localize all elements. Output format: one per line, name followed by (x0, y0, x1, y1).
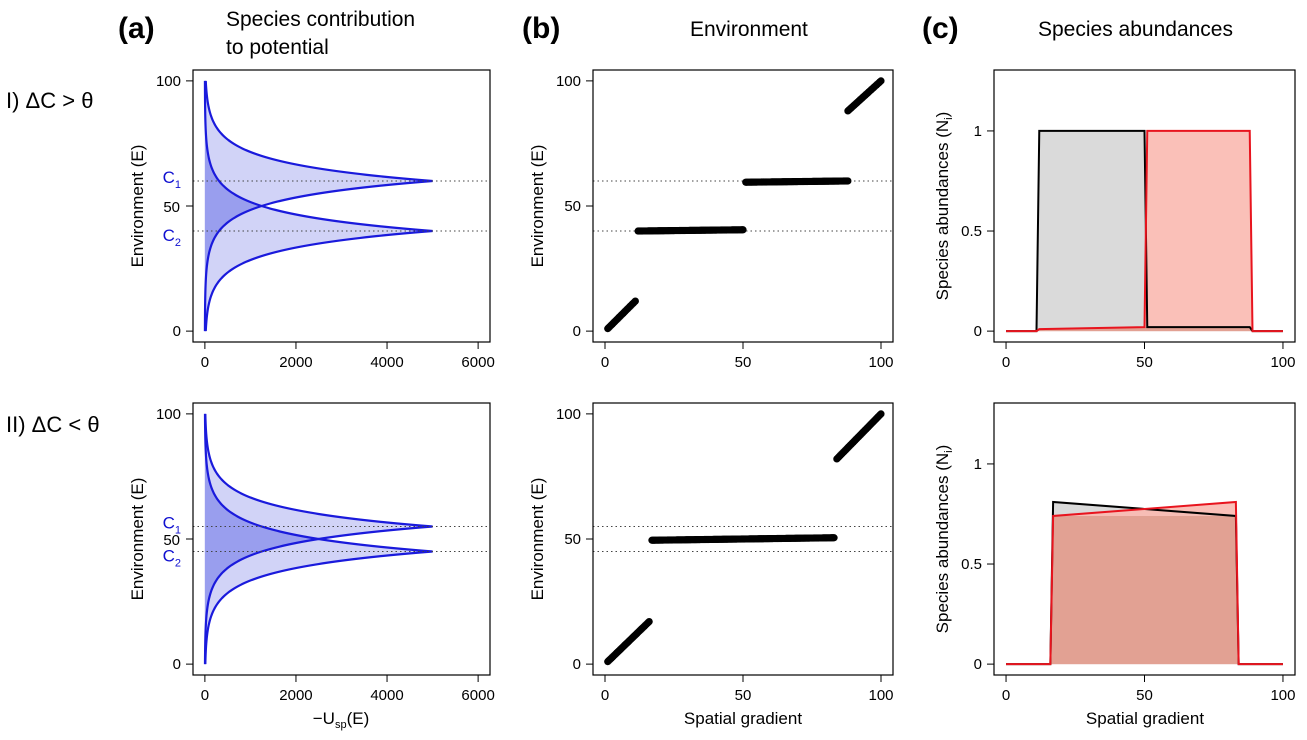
y-tick-label: 100 (556, 406, 581, 423)
abundance-fill-species-1 (1006, 130, 1283, 332)
potential-overlap (204, 80, 262, 332)
y-axis-label-sub: i (943, 450, 955, 452)
x-tick-label: 2000 (279, 354, 312, 371)
label-C2: C2 (163, 547, 181, 570)
y-axis-label-end: ) (933, 445, 952, 451)
y-tick-label: 0.5 (961, 223, 982, 240)
y-tick-label: 1 (974, 123, 982, 140)
y-axis-label: Environment (E) (528, 478, 547, 601)
label-C1-main: C (163, 513, 175, 532)
header-c: Species abundances (1038, 18, 1233, 41)
y-tick-label: 50 (564, 531, 581, 548)
y-tick-label: 0 (173, 656, 181, 673)
x-tick-label: 0 (601, 687, 609, 704)
x-tick-label: 2000 (279, 687, 312, 704)
label-C2: C2 (163, 226, 181, 249)
label-C1-sub: 1 (175, 179, 181, 191)
y-axis-label-main: Species abundances (N (933, 120, 952, 301)
x-tick-label: 50 (735, 354, 752, 371)
y-tick-label-50: 50 (163, 199, 180, 216)
x-axis-label-c: Spatial gradient (1086, 709, 1204, 728)
label-C1: C1 (163, 513, 181, 536)
data-point (877, 77, 885, 85)
x-tick-label: 50 (1136, 354, 1153, 371)
x-tick-label: 100 (1270, 687, 1295, 704)
x-tick-label: 0 (201, 687, 209, 704)
x-tick-label: 100 (868, 354, 893, 371)
data-point (739, 226, 747, 234)
abundance-line-species-2 (1006, 129, 1283, 333)
label-C2-main: C (163, 226, 175, 245)
y-tick-label: 0.5 (961, 556, 982, 573)
label-C1-main: C (163, 168, 175, 187)
data-point (844, 177, 852, 185)
y-axis-label: Environment (E) (128, 478, 147, 601)
y-tick-label-50: 50 (163, 532, 180, 549)
label-C2-main: C (163, 547, 175, 566)
y-tick-label: 100 (156, 73, 181, 90)
y-tick-label: 0 (573, 656, 581, 673)
label-C1: C1 (163, 168, 181, 191)
x-tick-label: 6000 (461, 354, 494, 371)
y-tick-label: 0 (974, 656, 982, 673)
y-tick-label: 0 (173, 323, 181, 340)
y-axis-label: Environment (E) (528, 145, 547, 268)
y-tick-label: 100 (156, 406, 181, 423)
panel-Ic-abundances: 0 50 100 0 0.5 1 Species abundances (Ni) (933, 69, 1296, 371)
x-tick-label: 0 (201, 354, 209, 371)
y-axis-label-end: ) (933, 112, 952, 118)
x-tick-label: 50 (735, 687, 752, 704)
x-axis-label-a: −Usp(E) (313, 709, 370, 731)
data-point (877, 410, 885, 418)
data-point (830, 534, 838, 542)
potential-line-C2 (203, 80, 433, 332)
row-label-2: II) ΔC < θ (6, 412, 100, 437)
panel-IIb-environment: 0 50 100 0 50 100 Environment (E) (528, 402, 894, 704)
x-tick-label: 0 (1002, 354, 1010, 371)
label-C2-sub: 2 (175, 237, 181, 249)
y-axis-label: Species abundances (Ni) (933, 445, 955, 634)
potential-overlap (204, 413, 319, 665)
data-point (631, 297, 639, 305)
abundance-overlap (1006, 327, 1283, 332)
header-a-line2: to potential (226, 36, 329, 59)
abundance-line-species-2 (1006, 500, 1283, 666)
y-tick-label: 1 (974, 456, 982, 473)
x-tick-label: 100 (868, 687, 893, 704)
x-tick-label: 100 (1270, 354, 1295, 371)
label-C1-sub: 1 (175, 524, 181, 536)
panel-IIc-abundances: 0 50 100 0 0.5 1 Species abundances (Ni) (933, 402, 1296, 704)
y-tick-label: 50 (564, 198, 581, 215)
header-a-line1: Species contribution (226, 8, 415, 31)
y-axis-label-sub: i (943, 117, 955, 119)
data-point (645, 617, 653, 626)
abundance-overlap (1006, 515, 1283, 665)
x-tick-label: 4000 (370, 687, 403, 704)
potential-line-C2 (203, 413, 433, 665)
x-axis-label-b: Spatial gradient (684, 709, 802, 728)
panel-Ib-environment: 0 50 100 0 50 100 Environment (E) (528, 69, 894, 371)
x-tick-label: 50 (1136, 687, 1153, 704)
y-axis-label: Environment (E) (128, 145, 147, 268)
panel-label-b: (b) (522, 12, 560, 45)
y-axis-label: Species abundances (Ni) (933, 112, 955, 301)
y-tick-label: 0 (573, 323, 581, 340)
row-label-1: I) ΔC > θ (6, 88, 93, 113)
label-C2-sub: 2 (175, 558, 181, 570)
x-tick-label: 4000 (370, 354, 403, 371)
y-tick-label: 100 (556, 73, 581, 90)
header-b: Environment (690, 18, 808, 41)
abundance-fill-species-2 (1006, 130, 1283, 332)
panel-label-a: (a) (118, 12, 155, 45)
y-axis-label-main: Species abundances (N (933, 453, 952, 634)
x-tick-label: 0 (1002, 687, 1010, 704)
x-tick-label: 0 (601, 354, 609, 371)
y-tick-label: 0 (974, 323, 982, 340)
x-tick-label: 6000 (461, 687, 494, 704)
panel-label-c: (c) (922, 12, 959, 45)
